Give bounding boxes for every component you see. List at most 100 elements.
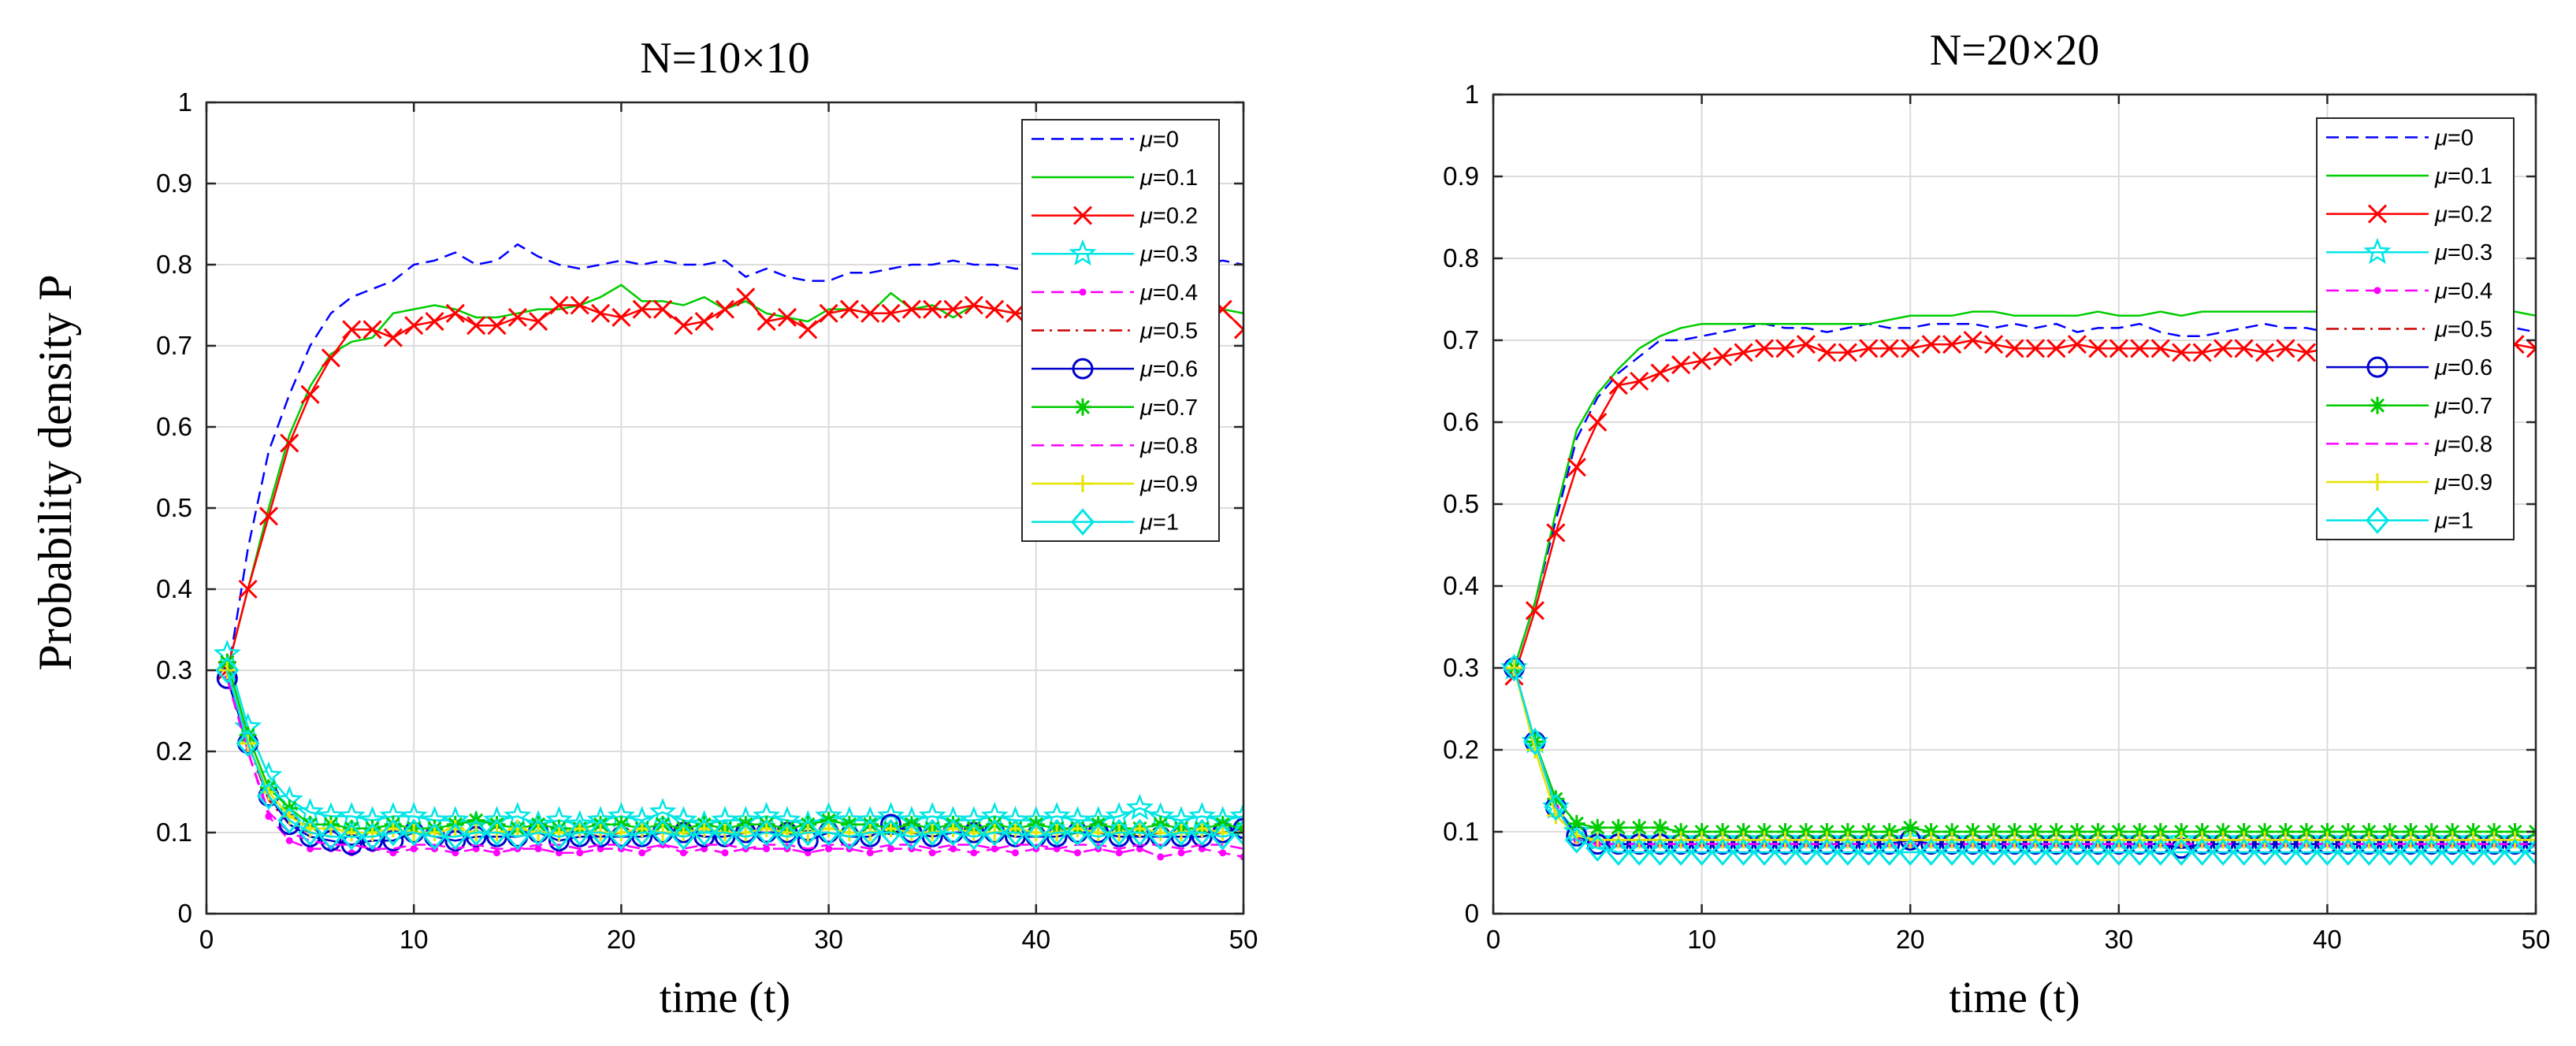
data-point [2148, 838, 2173, 866]
data-point [1651, 818, 1669, 836]
data-point [1859, 339, 1879, 358]
legend-marker [1072, 206, 1093, 225]
y-tick-label: 0 [1465, 899, 1479, 928]
x-tick-label: 20 [1896, 925, 1925, 954]
legend-marker [2367, 204, 2388, 224]
legend-label: μ=0.2 [2434, 202, 2492, 228]
legend-label: μ=0.1 [1139, 165, 1198, 191]
legend-label: μ=0.9 [2434, 470, 2492, 495]
legend-value: =0.9 [1153, 472, 1198, 497]
legend-marker [1072, 358, 1094, 380]
data-point [1128, 818, 1152, 847]
data-point [1630, 371, 1649, 391]
data-point [215, 656, 240, 684]
legend-label: μ=0.3 [1139, 242, 1198, 267]
x-axis-label: time (t) [660, 974, 790, 1022]
x-tick-label: 50 [2522, 925, 2551, 954]
legend-label: μ=0.7 [2434, 394, 2492, 419]
legend-value: =0 [1153, 127, 1179, 152]
x-tick-label: 30 [814, 925, 843, 954]
data-point [2253, 838, 2277, 866]
legend-symbol: μ [2434, 240, 2448, 265]
data-point [1773, 838, 1797, 866]
data-point [2005, 339, 2024, 358]
data-point [1219, 849, 1227, 857]
data-point [1671, 355, 1691, 375]
legend-label: μ=0.8 [2434, 432, 2492, 457]
chart-panel-1: 0 10 20 30 40 50 0 0.1 0.2 0.3 0.4 0.5 0.6 0.7 0.8 0.9 1… [156, 34, 1258, 1022]
legend-value: =0.6 [1153, 357, 1198, 382]
data-point [2023, 838, 2047, 866]
data-point [589, 818, 613, 847]
data-point [1229, 801, 1243, 829]
data-point [983, 818, 1007, 847]
legend-symbol: μ [2434, 125, 2448, 150]
legend-entry: μ=0.8 [1032, 433, 1198, 458]
data-point [2315, 838, 2340, 866]
y-tick-label: 0.5 [1443, 489, 1479, 518]
data-point [1148, 822, 1173, 851]
legend-value: =0.1 [1153, 165, 1198, 191]
data-point [928, 849, 936, 857]
legend-label: μ=0.2 [1139, 204, 1198, 229]
data-point [970, 849, 978, 857]
legend-entry: μ=0.1 [1032, 165, 1198, 191]
data-point [425, 312, 444, 332]
y-tick-label: 0.9 [1443, 161, 1479, 191]
chart-panels: 0 10 20 30 40 5000.10.20.30.40.50.60.70.80.91… [156, 26, 2550, 1022]
legend-label: μ=0 [1139, 127, 1179, 152]
data-point [694, 312, 714, 332]
data-point [2130, 339, 2150, 358]
legend-entry: μ=0.8 [2326, 432, 2492, 457]
data-point [2044, 838, 2069, 866]
data-point [1157, 853, 1165, 861]
legend-marker [2366, 356, 2388, 378]
data-point [2169, 838, 2194, 866]
data-point [775, 822, 799, 851]
y-tick-label: 1 [1465, 80, 1479, 109]
data-point [1608, 376, 1628, 395]
data-point [410, 845, 418, 853]
data-point [2357, 838, 2381, 866]
legend-symbol: μ [2434, 317, 2448, 343]
chart-title: N=20×20 [1930, 26, 2100, 75]
data-point [493, 849, 500, 857]
data-point [923, 299, 942, 319]
legend-symbol: μ [2434, 470, 2448, 495]
legend-symbol: μ [1139, 510, 1153, 536]
data-point [507, 307, 527, 328]
data-point [2211, 838, 2236, 866]
data-point [464, 818, 489, 847]
data-point [1233, 320, 1243, 339]
legend-label: μ=0.7 [1139, 395, 1198, 421]
data-point [2296, 343, 2317, 362]
data-point [362, 320, 382, 339]
data-point [1045, 818, 1069, 847]
data-point [2524, 838, 2536, 866]
data-point [1961, 838, 1985, 866]
legend-symbol: μ [1139, 395, 1153, 421]
data-point [796, 818, 820, 847]
data-point [1107, 818, 1132, 847]
legend-marker [2369, 473, 2386, 491]
legend-symbol: μ [2434, 394, 2448, 419]
data-point [591, 303, 611, 323]
x-tick-label: 0 [199, 925, 214, 954]
legend-entry: μ=0.1 [2326, 164, 2492, 189]
data-point [756, 312, 776, 332]
data-point [1169, 818, 1194, 847]
legend-entry: μ=0 [1032, 127, 1179, 152]
legend-symbol: μ [1139, 165, 1153, 191]
legend-value: =0 [2448, 125, 2474, 150]
data-point [446, 819, 464, 837]
data-point [736, 287, 756, 307]
data-point [285, 836, 293, 844]
legend-entry: μ=0.5 [1032, 319, 1198, 344]
data-point [1024, 822, 1048, 851]
data-point [609, 822, 634, 851]
data-point [2527, 831, 2536, 849]
data-point [1232, 818, 1243, 847]
data-point [881, 303, 901, 323]
data-point [1921, 335, 1941, 354]
data-point [2336, 838, 2360, 866]
